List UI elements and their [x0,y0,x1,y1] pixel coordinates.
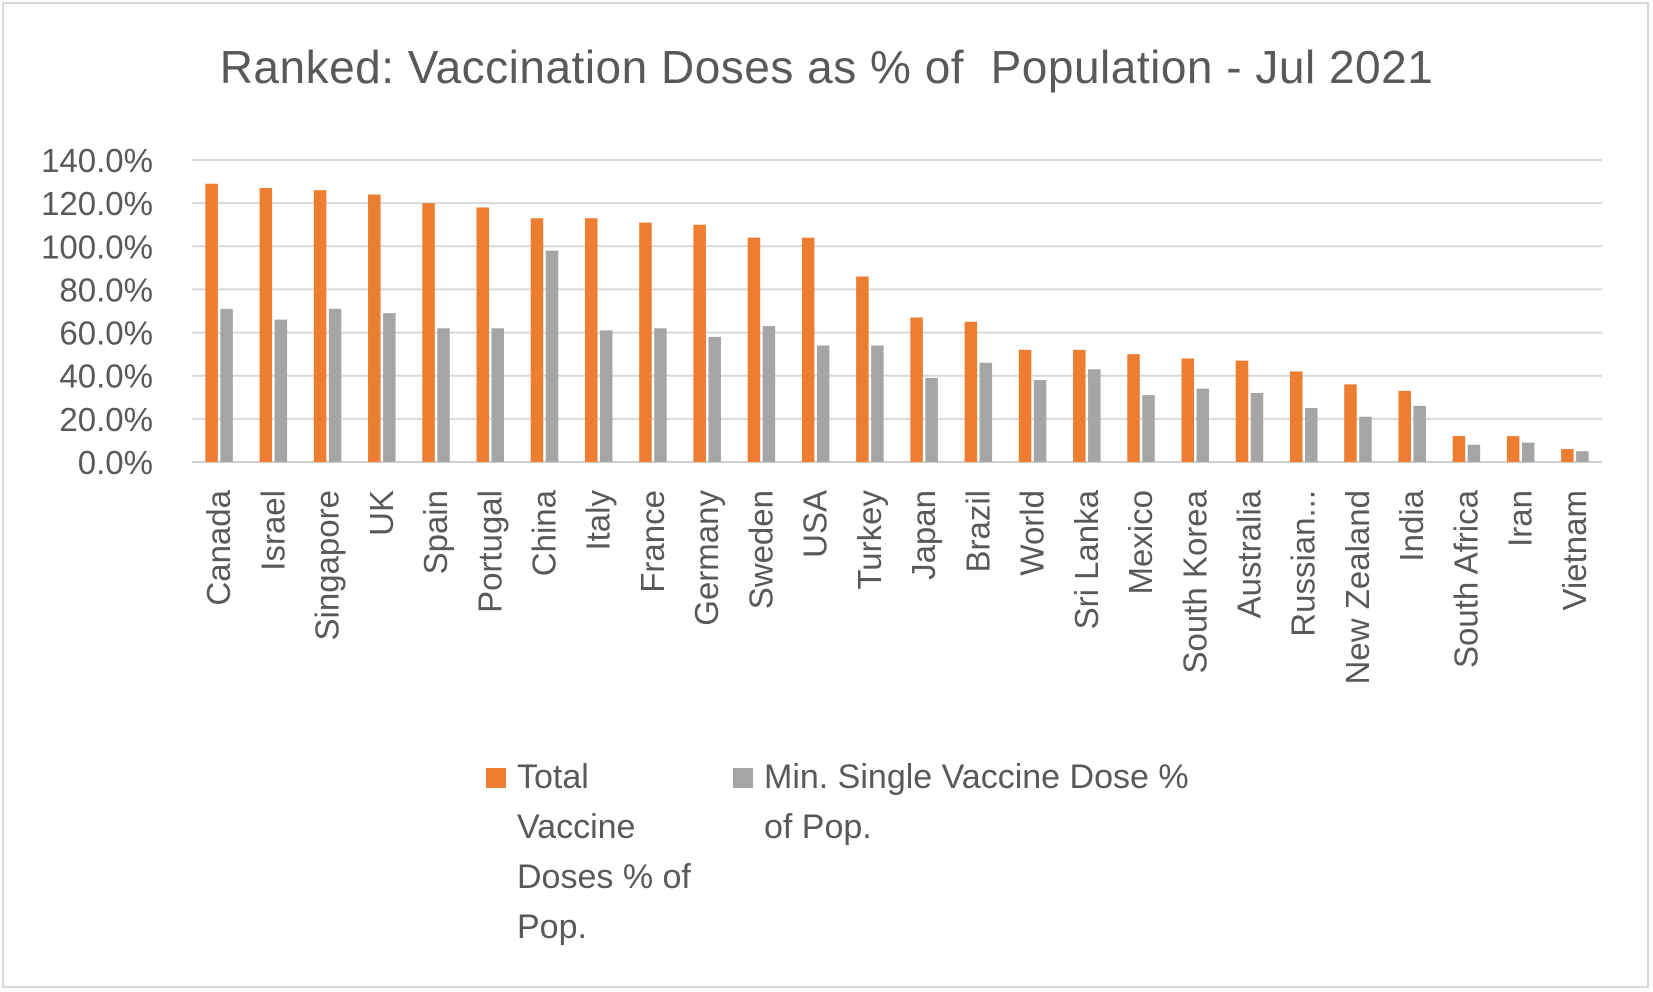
x-category-label: Sweden [742,490,779,609]
bar-total-doses-world [1018,349,1032,462]
bar-total-doses-vietnam [1561,449,1574,462]
y-tick-label: 140.0% [41,142,153,179]
bar-single-dose-sri-lanka [1088,369,1101,462]
bar-total-doses-sri-lanka [1073,349,1086,462]
bar-single-dose-brazil [979,362,993,462]
bar-total-doses-italy [584,218,598,462]
bar-single-dose-france [654,328,667,462]
bar-single-dose-singapore [328,308,342,462]
x-category-label: Iran [1502,490,1539,547]
x-category-label: Italy [580,490,617,551]
bar-single-dose-japan [925,377,938,462]
bar-single-dose-portugal [491,328,505,462]
legend-item-total-doses: Total Vaccine Doses % of Pop. [486,752,697,952]
x-category-label: South Africa [1447,489,1484,668]
y-tick-label: 80.0% [59,271,153,308]
chart-title: Ranked: Vaccination Doses as % of Popula… [219,41,1434,93]
bar-single-dose-south-africa [1467,444,1481,462]
bar-single-dose-usa [816,345,830,462]
x-category-label: Japan [905,490,942,580]
bar-total-doses-iran [1506,436,1520,462]
bar-single-dose-israel [274,319,288,462]
gridlines [192,159,1602,463]
bar-single-dose-south-korea [1196,388,1210,462]
bar-total-doses-new-zealand [1344,384,1357,462]
bar-total-doses-south-korea [1181,358,1195,462]
x-category-label: Mexico [1122,490,1159,595]
bar-total-doses-india [1398,390,1411,462]
bar-total-doses-israel [259,188,273,463]
bar-single-dose-india [1413,405,1426,462]
x-category-label: Singapore [309,490,346,640]
bar-total-doses-uk [368,194,381,462]
x-category-label: Russian... [1285,490,1322,637]
bar-total-doses-japan [910,317,923,462]
legend-label-single-dose: Min. Single Vaccine Dose % of Pop. [764,758,1189,846]
bar-single-dose-uk [383,313,396,462]
bar-single-dose-germany [708,336,721,462]
bar-total-doses-turkey [856,276,869,462]
x-category-label: Vietnam [1556,490,1593,610]
bar-total-doses-sweden [747,237,761,462]
bar-total-doses-mexico [1127,354,1140,462]
x-category-label: Germany [688,490,725,626]
y-axis-ticks: 0.0% 20.0% 40.0% 60.0% 80.0% 100.0% 120.0% 140.… [41,142,153,481]
bar-single-dose-iran [1521,442,1535,462]
bar-total-doses-australia [1235,360,1249,462]
bar-single-dose-china [545,250,559,462]
x-category-label: Brazil [959,490,996,573]
bar-single-dose-russian [1304,408,1318,462]
x-category-label: Portugal [471,490,508,613]
x-category-label: India [1393,489,1430,561]
bar-single-dose-italy [599,330,613,462]
legend-swatch-single-dose [733,768,753,788]
bar-total-doses-portugal [476,207,490,462]
bar-total-doses-usa [801,237,815,462]
bar-single-dose-spain [437,328,450,462]
bar-single-dose-world [1033,380,1047,462]
y-tick-label: 100.0% [41,228,153,265]
bar-total-doses-germany [693,224,706,462]
bar-total-doses-singapore [313,190,327,462]
legend-label-total-doses: Total Vaccine Doses % of Pop. [517,758,691,946]
x-axis-categories: Canada Israel Singapore UK Spain Portugal Chin… [200,489,1593,684]
x-category-label: Turkey [851,490,888,590]
x-category-label: USA [797,490,834,558]
bar-single-dose-turkey [871,345,884,462]
x-category-label: New Zealand [1339,490,1376,684]
bar-total-doses-russian [1289,371,1303,462]
bar-single-dose-new-zealand [1359,416,1372,462]
bar-single-dose-mexico [1142,395,1155,462]
y-tick-label: 40.0% [59,358,153,395]
x-category-label: Spain [417,490,454,574]
x-category-label: China [526,489,563,576]
bars [205,183,1589,463]
y-tick-label: 120.0% [41,185,153,222]
bar-total-doses-china [530,218,544,462]
x-category-label: Sri Lanka [1068,489,1105,629]
x-category-label: Canada [200,489,237,605]
bar-single-dose-sweden [762,326,776,462]
bar-single-dose-vietnam [1576,451,1589,462]
bar-single-dose-canada [220,308,233,462]
y-tick-label: 0.0% [78,444,153,481]
legend-swatch-total-doses [486,768,506,788]
legend-item-single-dose: Min. Single Vaccine Dose % of Pop. [733,752,1204,852]
x-category-label: South Korea [1176,489,1213,673]
bar-total-doses-spain [422,203,435,462]
bar-total-doses-brazil [964,321,978,462]
y-tick-label: 20.0% [59,401,153,438]
x-category-label: France [634,490,671,593]
bar-single-dose-australia [1250,392,1264,462]
bar-total-doses-south-africa [1452,436,1466,462]
bar-total-doses-france [639,222,652,462]
x-category-label: Israel [254,490,291,571]
x-category-label: Australia [1231,489,1268,618]
bar-total-doses-canada [205,183,218,462]
x-category-label: World [1014,490,1051,576]
x-category-label: UK [363,490,400,536]
y-tick-label: 60.0% [59,315,153,352]
